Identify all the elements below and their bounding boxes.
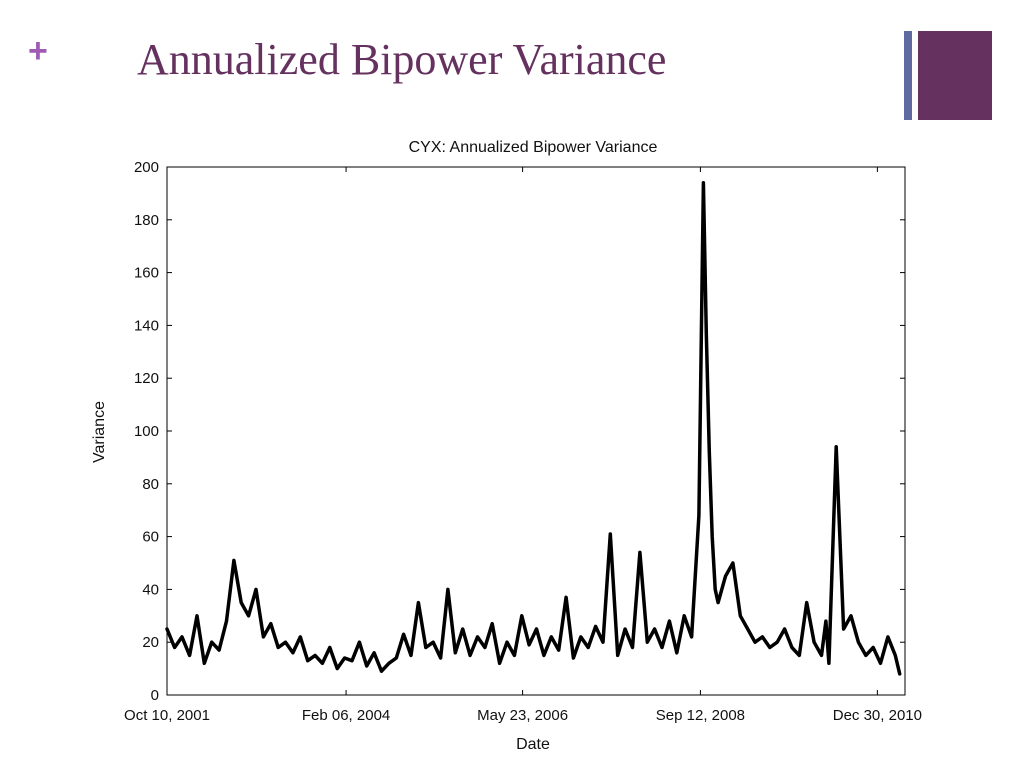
chart-title: CYX: Annualized Bipower Variance <box>409 139 658 156</box>
x-tick-label: Sep 12, 2008 <box>656 707 745 724</box>
series-line <box>165 181 902 676</box>
x-tick-label: Dec 30, 2010 <box>833 707 922 724</box>
y-tick-label: 0 <box>151 687 159 704</box>
y-tick-label: 180 <box>134 212 159 229</box>
y-tick-label: 200 <box>134 159 159 176</box>
plot-frame <box>166 166 906 696</box>
y-tick-label: 40 <box>142 581 159 598</box>
y-tick-label: 120 <box>134 370 159 387</box>
y-tick-label: 20 <box>142 634 159 651</box>
x-axis-label: Date <box>516 736 550 753</box>
plus-icon: + <box>28 32 48 70</box>
x-tick-label: May 23, 2006 <box>477 707 568 724</box>
y-axis-label: Variance <box>91 401 108 463</box>
x-axis: Oct 10, 2001 Feb 06, 2004 May 23, 2006 Sep … <box>124 167 922 724</box>
slide-title: Annualized Bipower Variance <box>137 35 667 84</box>
decorative-bar-thin <box>904 31 912 120</box>
plot-area <box>165 166 906 696</box>
x-tick-label: Feb 06, 2004 <box>302 707 390 724</box>
y-tick-label: 160 <box>134 265 159 282</box>
y-tick-label: 140 <box>134 317 159 334</box>
y-tick-label: 60 <box>142 529 159 546</box>
x-tick-label: Oct 10, 2001 <box>124 707 210 724</box>
decorative-bar-block <box>918 31 992 120</box>
y-tick-label: 80 <box>142 476 159 493</box>
y-tick-label: 100 <box>134 423 159 440</box>
y-axis: 0 20 40 60 80 100 120 140 160 180 200 <box>134 159 905 704</box>
